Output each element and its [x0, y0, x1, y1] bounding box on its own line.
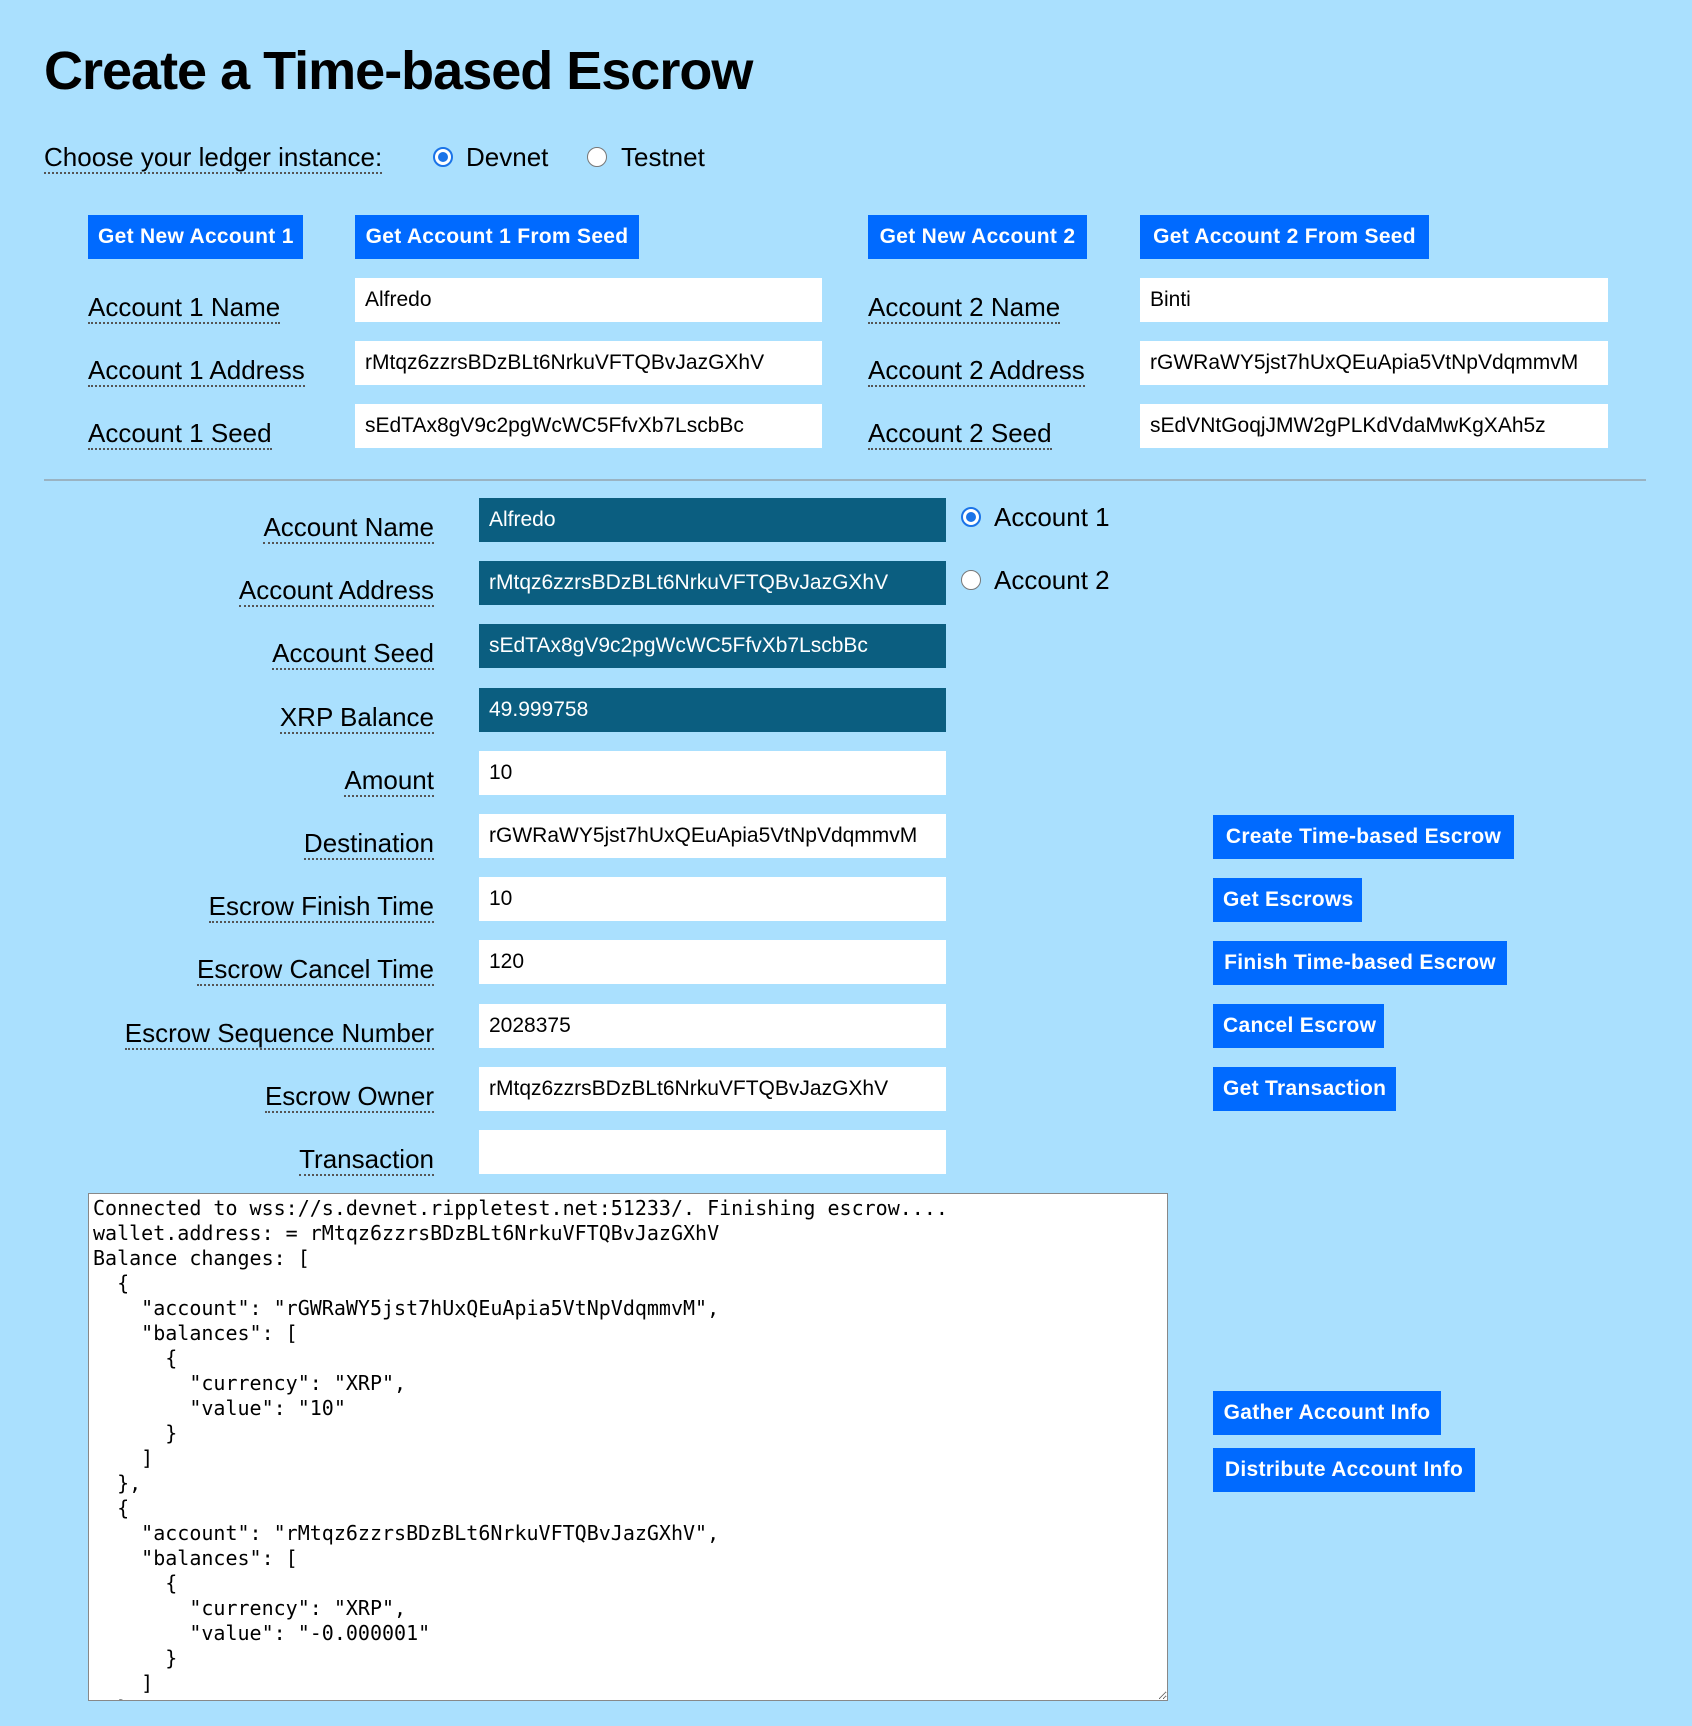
escrow-owner-input[interactable]: [479, 1066, 946, 1111]
account-2-seed-input[interactable]: [1140, 404, 1608, 448]
escrow-sequence-number-label: Escrow Sequence Number: [124, 1017, 434, 1050]
escrow-cancel-time-label: Escrow Cancel Time: [197, 954, 434, 987]
devnet-label[interactable]: Devnet: [466, 142, 549, 172]
account-1-address-label: Account 1 Address: [88, 355, 305, 387]
create-escrow-button[interactable]: Create Time-based Escrow: [1213, 815, 1514, 859]
account-1-radio-label[interactable]: Account 1: [994, 502, 1110, 532]
cancel-escrow-button[interactable]: Cancel Escrow: [1213, 1004, 1384, 1048]
account-seed-input[interactable]: sEdTAx8gV9c2pgWcWC5FfvXb7LscbBc: [479, 624, 946, 669]
account-1-name-label: Account 1 Name: [88, 292, 281, 324]
account-address-label: Account Address: [238, 575, 434, 608]
escrow-finish-time-label: Escrow Finish Time: [208, 891, 434, 924]
account-1-radio[interactable]: [961, 507, 981, 527]
xrp-balance-input[interactable]: 49.999758: [479, 687, 946, 732]
escrow-sequence-number-input[interactable]: [479, 1003, 946, 1048]
get-account-1-from-seed-button[interactable]: Get Account 1 From Seed: [355, 215, 639, 259]
section-divider: [44, 479, 1646, 481]
account-1-name-input[interactable]: [355, 278, 822, 322]
account-2-radio[interactable]: [961, 570, 981, 590]
amount-input[interactable]: [479, 750, 946, 795]
page-title: Create a Time-based Escrow: [44, 41, 753, 101]
account-2-seed-label: Account 2 Seed: [868, 418, 1052, 450]
get-new-account-1-button[interactable]: Get New Account 1: [88, 215, 303, 259]
testnet-label[interactable]: Testnet: [621, 142, 705, 172]
account-seed-label: Account Seed: [272, 638, 434, 671]
escrow-finish-time-input[interactable]: [479, 877, 946, 922]
get-transaction-button[interactable]: Get Transaction: [1213, 1067, 1396, 1111]
account-2-address-label: Account 2 Address: [868, 355, 1085, 387]
devnet-radio[interactable]: [433, 147, 453, 167]
transaction-label: Transaction: [299, 1144, 434, 1176]
account-2-name-input[interactable]: [1140, 278, 1608, 322]
account-name-input[interactable]: Alfredo: [479, 498, 946, 542]
account-address-input[interactable]: rMtqz6zzrsBDzBLt6NrkuVFTQBvJazGXhV: [479, 561, 946, 606]
distribute-account-info-button[interactable]: Distribute Account Info: [1213, 1448, 1475, 1492]
get-new-account-2-button[interactable]: Get New Account 2: [868, 215, 1087, 259]
escrow-owner-label: Escrow Owner: [264, 1080, 434, 1113]
results-textarea[interactable]: Connected to wss://s.devnet.rippletest.n…: [88, 1193, 1168, 1701]
amount-label: Amount: [344, 764, 434, 797]
account-2-address-input[interactable]: [1140, 341, 1608, 385]
xrp-balance-label: XRP Balance: [279, 701, 434, 734]
account-2-radio-label[interactable]: Account 2: [994, 565, 1110, 595]
account-1-seed-input[interactable]: [355, 404, 822, 448]
finish-escrow-button[interactable]: Finish Time-based Escrow: [1213, 941, 1507, 985]
ledger-label: Choose your ledger instance:: [44, 142, 383, 174]
destination-input[interactable]: [479, 814, 946, 858]
escrow-cancel-time-input[interactable]: [479, 940, 946, 985]
destination-label: Destination: [303, 828, 434, 860]
account-2-name-label: Account 2 Name: [868, 292, 1061, 324]
gather-account-info-button[interactable]: Gather Account Info: [1213, 1391, 1441, 1435]
get-account-2-from-seed-button[interactable]: Get Account 2 From Seed: [1140, 215, 1429, 259]
transaction-input[interactable]: [479, 1130, 946, 1174]
testnet-radio[interactable]: [587, 147, 607, 167]
account-name-label: Account Name: [263, 512, 434, 544]
account-1-seed-label: Account 1 Seed: [88, 418, 272, 450]
get-escrows-button[interactable]: Get Escrows: [1213, 878, 1362, 922]
account-1-address-input[interactable]: [355, 341, 822, 385]
